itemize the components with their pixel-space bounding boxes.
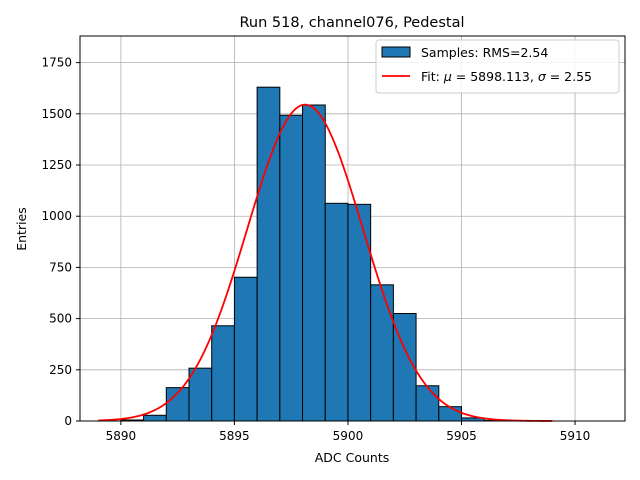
y-tick-label: 0 bbox=[64, 414, 72, 428]
x-tick-label: 5895 bbox=[219, 429, 250, 443]
y-tick-label: 500 bbox=[49, 312, 72, 326]
histogram-bar bbox=[279, 114, 304, 422]
y-tick-label: 250 bbox=[49, 363, 72, 377]
fit-curve-group bbox=[98, 103, 553, 422]
y-tick-label: 1000 bbox=[41, 209, 72, 223]
x-tick-label: 5900 bbox=[333, 429, 364, 443]
y-tick-label: 750 bbox=[49, 260, 72, 274]
legend-samples-label: Samples: RMS=2.54 bbox=[421, 45, 548, 60]
legend-samples-swatch bbox=[381, 46, 411, 58]
histogram-bar bbox=[143, 414, 167, 422]
histogram-bar bbox=[233, 276, 258, 422]
x-tick-label: 5890 bbox=[106, 429, 137, 443]
legend: Samples: RMS=2.54 Fit: μ = 5898.113, σ =… bbox=[375, 39, 620, 94]
histogram-bar bbox=[324, 202, 349, 422]
histogram-bar bbox=[370, 284, 394, 422]
legend-fit-label: Fit: μ = 5898.113, σ = 2.55 bbox=[421, 69, 592, 84]
y-tick-label: 1500 bbox=[41, 107, 72, 121]
y-axis-label: Entries bbox=[14, 207, 29, 251]
histogram-bar bbox=[415, 385, 440, 422]
x-axis-label: ADC Counts bbox=[315, 450, 390, 465]
plot-frame bbox=[79, 35, 626, 422]
chart-title: Run 518, channel076, Pedestal bbox=[239, 15, 464, 31]
x-axis-ticks: 5890 5895 5900 5905 5910 bbox=[106, 421, 591, 443]
y-axis-ticks: 0 250 500 750 1000 1250 1500 1750 bbox=[41, 56, 80, 428]
y-tick-label: 1750 bbox=[41, 56, 72, 70]
histogram-bar bbox=[302, 104, 326, 422]
x-tick-label: 5910 bbox=[560, 429, 591, 443]
histogram-bar bbox=[347, 203, 372, 422]
histogram-bar bbox=[188, 367, 213, 422]
fit-curve bbox=[98, 103, 553, 422]
y-tick-label: 1250 bbox=[41, 158, 72, 172]
histogram-bars bbox=[120, 86, 508, 422]
x-tick-label: 5905 bbox=[446, 429, 477, 443]
histogram-bar bbox=[211, 325, 235, 422]
histogram-bar bbox=[256, 86, 281, 422]
legend-box bbox=[375, 39, 620, 94]
histogram-bar bbox=[438, 406, 462, 422]
